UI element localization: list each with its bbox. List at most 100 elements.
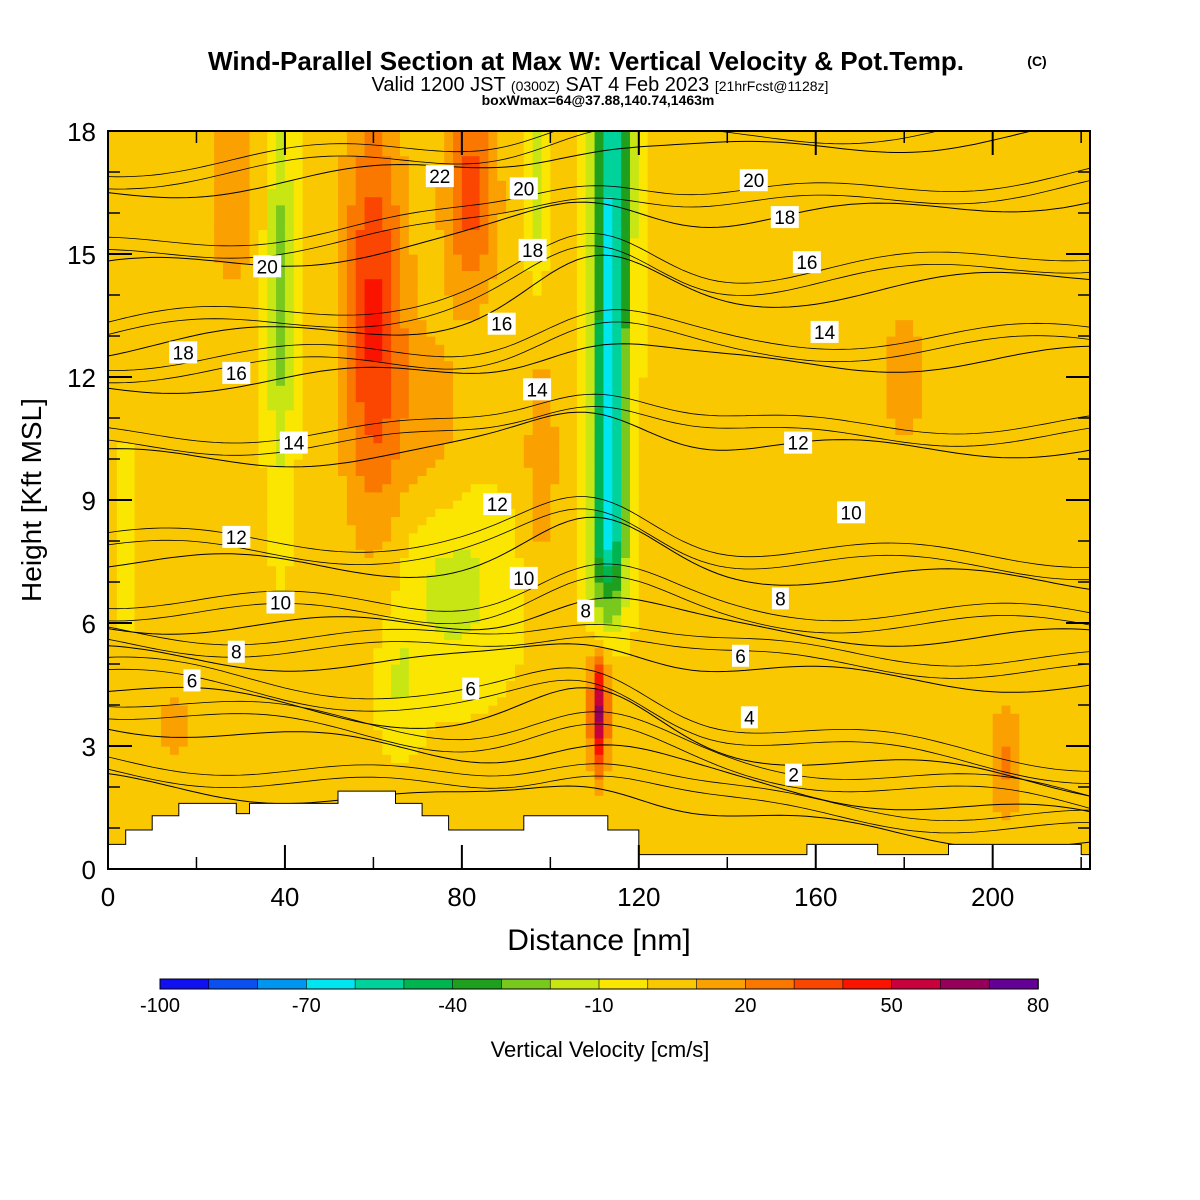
velocity-cell — [594, 688, 605, 698]
velocity-cell — [568, 672, 578, 681]
velocity-cell — [585, 573, 596, 583]
velocity-cell — [957, 729, 967, 739]
velocity-cell — [408, 688, 419, 698]
velocity-cell — [444, 696, 454, 706]
velocity-cell — [541, 549, 551, 558]
velocity-cell — [1036, 836, 1047, 845]
velocity-cell — [665, 688, 675, 698]
velocity-cell — [320, 532, 330, 542]
velocity-cell — [293, 762, 304, 772]
velocity-cell — [470, 778, 481, 788]
velocity-cell — [939, 705, 950, 714]
velocity-cell — [346, 737, 357, 747]
velocity-cell — [806, 819, 817, 829]
velocity-cell — [895, 787, 905, 796]
velocity-cell — [1054, 680, 1065, 690]
velocity-cell — [957, 746, 967, 755]
velocity-cell — [320, 582, 330, 591]
velocity-cell — [824, 532, 835, 542]
velocity-cell — [921, 819, 932, 829]
velocity-cell — [789, 664, 799, 673]
velocity-cell — [877, 844, 888, 854]
velocity-cell — [293, 721, 304, 731]
velocity-cell — [683, 819, 693, 829]
velocity-cell — [497, 795, 507, 804]
velocity-cell — [886, 639, 896, 649]
velocity-cell — [108, 828, 118, 837]
velocity-cell — [568, 623, 578, 632]
velocity-cell — [382, 606, 392, 616]
velocity-cell — [913, 500, 923, 509]
velocity-cell — [355, 737, 366, 747]
velocity-cell — [842, 688, 852, 698]
velocity-cell — [187, 721, 198, 731]
velocity-cell — [727, 623, 737, 632]
velocity-cell — [629, 672, 640, 681]
velocity-cell — [470, 746, 481, 755]
velocity-cell — [736, 844, 746, 854]
velocity-cell — [329, 500, 339, 509]
velocity-cell — [479, 541, 490, 550]
velocity-cell — [161, 795, 171, 804]
velocity-cell — [921, 729, 932, 739]
velocity-cell — [1001, 541, 1011, 550]
velocity-cell — [736, 532, 746, 542]
velocity-cell — [851, 672, 861, 681]
velocity-cell — [585, 647, 596, 657]
velocity-cell — [205, 500, 215, 509]
velocity-cell — [488, 598, 498, 608]
velocity-cell — [506, 647, 516, 657]
velocity-cell — [789, 631, 799, 640]
velocity-cell — [444, 500, 454, 509]
velocity-cell — [966, 549, 976, 558]
velocity-cell — [134, 573, 144, 583]
velocity-cell — [461, 590, 472, 599]
velocity-cell — [116, 680, 127, 690]
velocity-cell — [152, 639, 162, 649]
velocity-cell — [408, 565, 419, 575]
velocity-cell — [205, 606, 215, 616]
velocity-cell — [939, 598, 950, 608]
velocity-cell — [1001, 705, 1011, 714]
velocity-cell — [859, 647, 870, 657]
velocity-cell — [550, 770, 560, 780]
velocity-cell — [824, 729, 835, 739]
velocity-cell — [435, 721, 445, 731]
velocity-cell — [1019, 557, 1029, 567]
velocity-cell — [506, 655, 516, 665]
velocity-cell — [629, 655, 640, 665]
velocity-cell — [992, 549, 1003, 558]
velocity-cell — [1001, 811, 1011, 821]
velocity-cell — [1072, 557, 1082, 567]
velocity-cell — [258, 532, 268, 542]
velocity-cell — [258, 582, 268, 591]
velocity-cell — [284, 655, 295, 665]
velocity-cell — [284, 754, 295, 763]
velocity-cell — [541, 532, 551, 542]
velocity-cell — [966, 729, 976, 739]
velocity-cell — [311, 696, 321, 706]
velocity-cell — [453, 721, 463, 731]
velocity-cell — [258, 688, 268, 698]
velocity-cell — [453, 762, 463, 772]
velocity-cell — [532, 639, 543, 649]
velocity-cell — [514, 795, 525, 804]
velocity-cell — [435, 582, 445, 591]
velocity-cell — [771, 672, 781, 681]
velocity-cell — [709, 631, 720, 640]
velocity-cell — [833, 647, 843, 657]
velocity-cell — [302, 532, 313, 542]
velocity-cell — [161, 672, 171, 681]
velocity-cell — [143, 606, 153, 616]
velocity-cell — [1019, 770, 1029, 780]
velocity-cell — [594, 500, 605, 509]
velocity-cell — [523, 590, 534, 599]
velocity-cell — [258, 549, 268, 558]
velocity-cell — [948, 754, 958, 763]
velocity-cell — [284, 746, 295, 755]
velocity-cell — [311, 795, 321, 804]
velocity-cell — [815, 746, 826, 755]
velocity-cell — [629, 729, 640, 739]
velocity-cell — [134, 606, 144, 616]
velocity-cell — [594, 787, 605, 796]
